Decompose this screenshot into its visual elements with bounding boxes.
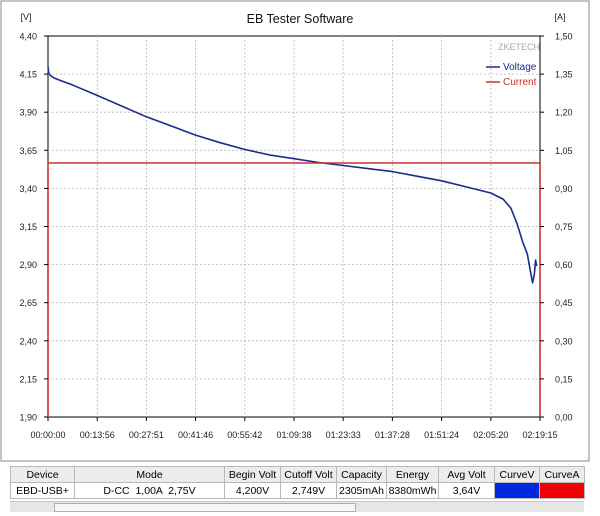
series-line-voltage — [47, 66, 538, 284]
cell-mode: D-CC 1,00A 2,75V — [74, 482, 225, 499]
legend-current-label: Current — [503, 77, 537, 88]
header-capacity[interactable]: Capacity — [336, 466, 387, 483]
left-tick-label: 3,40 — [19, 184, 37, 194]
header-energy[interactable]: Energy — [386, 466, 439, 483]
x-tick-label: 00:55:42 — [227, 430, 262, 440]
left-tick-label: 3,65 — [19, 146, 37, 156]
header-curve-v[interactable]: CurveV — [494, 466, 540, 483]
x-tick-label: 01:37:28 — [375, 430, 410, 440]
grid — [47, 35, 541, 418]
x-tick-label: 01:23:33 — [326, 430, 361, 440]
left-tick-label: 4,40 — [19, 32, 37, 42]
brand-label: ZKETECH — [498, 42, 540, 52]
left-tick-label: 1,90 — [19, 413, 37, 423]
left-tick-label: 4,15 — [19, 70, 37, 80]
curve-v-color-swatch[interactable] — [494, 482, 540, 499]
header-device[interactable]: Device — [10, 466, 75, 483]
left-tick-label: 2,90 — [19, 260, 37, 270]
right-tick-label: 0,90 — [555, 184, 573, 194]
right-tick-label: 0,45 — [555, 298, 573, 308]
right-tick-label: 0,30 — [555, 336, 573, 346]
cell-device: EBD-USB+ — [10, 482, 75, 499]
right-axis-unit: [A] — [554, 12, 565, 22]
header-mode[interactable]: Mode — [74, 466, 225, 483]
chart-title: EB Tester Software — [247, 12, 354, 26]
x-tick-label: 02:19:15 — [522, 430, 557, 440]
table-row[interactable]: EBD-USB+ D-CC 1,00A 2,75V 4,200V 2,749V … — [10, 482, 585, 499]
left-axis-unit: [V] — [20, 12, 31, 22]
header-cutoff-volt[interactable]: Cutoff Volt — [280, 466, 337, 483]
right-tick-label: 1,20 — [555, 108, 573, 118]
curve-a-color-swatch[interactable] — [539, 482, 585, 499]
scrollbar-thumb[interactable] — [54, 503, 356, 512]
horizontal-scrollbar[interactable] — [10, 501, 584, 512]
x-tick-label: 00:13:56 — [80, 430, 115, 440]
right-tick-label: 1,50 — [555, 32, 573, 42]
cell-energy: 8380mWh — [386, 482, 439, 499]
axis-ticks: 4,40 4,15 3,90 3,65 3,40 3,15 2,90 2,65 2,40 2,15… — [19, 32, 572, 441]
series-line-current — [47, 162, 541, 417]
right-tick-label: 1,05 — [555, 146, 573, 156]
header-begin-volt[interactable]: Begin Volt — [224, 466, 281, 483]
right-tick-label: 1,35 — [555, 70, 573, 80]
x-tick-label: 01:09:38 — [277, 430, 312, 440]
results-header-row: Device Mode Begin Volt Cutoff Volt Capac… — [10, 466, 585, 483]
cell-begin-volt: 4,200V — [224, 482, 281, 499]
results-table: Device Mode Begin Volt Cutoff Volt Capac… — [10, 466, 585, 499]
header-avg-volt[interactable]: Avg Volt — [438, 466, 495, 483]
right-tick-label: 0,00 — [555, 413, 573, 423]
plot-area — [47, 66, 541, 417]
right-tick-label: 0,60 — [555, 260, 573, 270]
x-tick-label: 01:51:24 — [424, 430, 459, 440]
x-tick-label: 00:27:51 — [129, 430, 164, 440]
left-tick-label: 2,40 — [19, 336, 37, 346]
right-tick-label: 0,75 — [555, 222, 573, 232]
x-tick-label: 00:41:46 — [178, 430, 213, 440]
cell-avg-volt: 3,64V — [438, 482, 495, 499]
left-tick-label: 3,15 — [19, 222, 37, 232]
x-tick-label: 00:00:00 — [30, 430, 65, 440]
chart: EB Tester Software [V] [A] 4,40 4,15 3,90 3… — [0, 0, 590, 462]
header-curve-a[interactable]: CurveA — [539, 466, 585, 483]
legend-voltage-label: Voltage — [503, 62, 537, 73]
cell-capacity: 2305mAh — [336, 482, 387, 499]
left-tick-label: 2,65 — [19, 298, 37, 308]
x-tick-label: 02:05:20 — [473, 430, 508, 440]
left-tick-label: 3,90 — [19, 108, 37, 118]
left-tick-label: 2,15 — [19, 374, 37, 384]
right-tick-label: 0,15 — [555, 374, 573, 384]
cell-cutoff-volt: 2,749V — [280, 482, 337, 499]
